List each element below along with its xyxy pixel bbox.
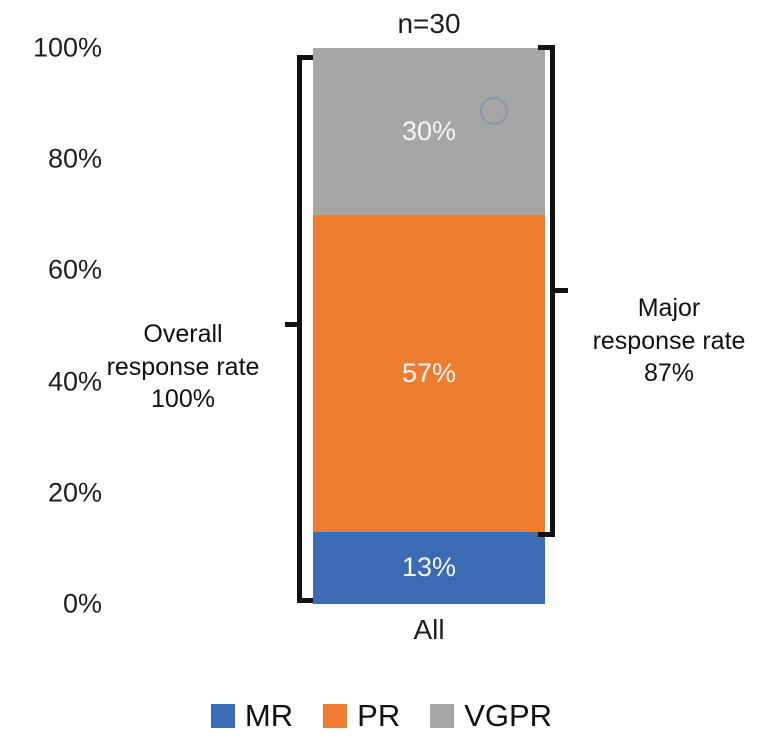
legend-item-pr: PR <box>323 698 400 734</box>
left-bracket-top-arm <box>297 55 313 60</box>
y-tick-label: 60% <box>47 254 102 285</box>
segment-value-label: 57% <box>401 357 457 388</box>
bar-segment-pr: 57% <box>313 214 545 532</box>
bar-segment-vgpr: 30% <box>313 48 545 215</box>
annotation-line: Major <box>637 294 701 322</box>
legend-swatch-icon <box>323 704 348 728</box>
stacked-bar: 30% 57% 13% <box>313 48 545 604</box>
legend-label: MR <box>244 698 294 733</box>
right-bracket-notch <box>555 288 568 293</box>
legend: MR PR VGPR <box>0 698 763 734</box>
y-tick-label: 80% <box>47 143 102 174</box>
right-bracket-line <box>550 45 555 537</box>
y-axis: 0% 20% 40% 60% 80% 100% <box>0 33 108 619</box>
left-bracket-bottom-arm <box>297 598 313 603</box>
annotation-line: response rate <box>106 352 260 381</box>
legend-swatch-icon <box>430 704 455 728</box>
y-tick-label: 40% <box>47 366 102 397</box>
right-bracket-bottom-arm <box>538 532 554 537</box>
bar-segment-mr: 13% <box>313 531 545 604</box>
y-tick-label: 100% <box>32 32 102 63</box>
segment-value-label: 30% <box>401 115 457 146</box>
right-bracket-top-arm <box>538 45 554 50</box>
legend-label: VGPR <box>464 698 553 733</box>
x-axis-category-label: All <box>413 614 445 645</box>
y-tick-label: 20% <box>47 477 102 508</box>
legend-item-mr: MR <box>210 698 294 734</box>
left-bracket-notch <box>285 322 298 327</box>
legend-swatch-icon <box>210 704 235 728</box>
annotation-line: 100% <box>151 385 215 413</box>
circle-annotation-icon <box>480 97 508 125</box>
legend-item-vgpr: VGPR <box>430 698 552 734</box>
left-bracket-line <box>297 55 302 603</box>
major-response-annotation: Major response rate 87% <box>578 292 760 390</box>
plot-area: 30% 57% 13% <box>313 48 545 604</box>
annotation-line: Overall <box>143 320 223 348</box>
legend-label: PR <box>357 698 401 733</box>
y-tick-label: 0% <box>62 588 102 619</box>
overall-response-annotation: Overall response rate 100% <box>88 318 278 416</box>
segment-value-label: 13% <box>401 552 457 583</box>
chart-title: n=30 <box>397 8 461 39</box>
annotation-line: response rate <box>592 326 746 355</box>
annotation-line: 87% <box>643 359 695 387</box>
